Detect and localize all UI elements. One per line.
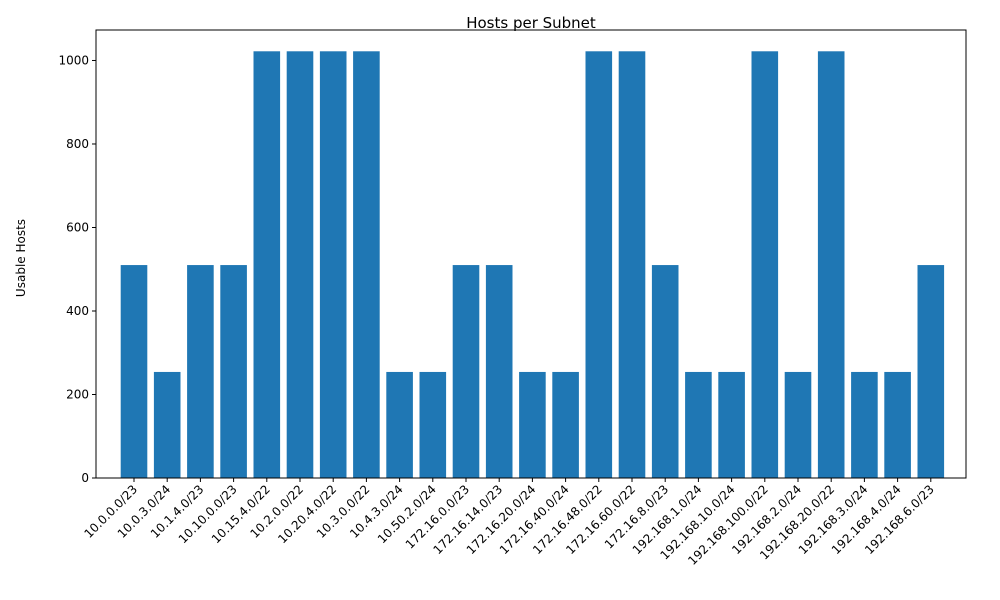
- bar-series: [120, 51, 945, 478]
- y-tick-label: 400: [66, 304, 89, 318]
- chart-title: Hosts per Subnet: [466, 14, 596, 32]
- bar-8: [386, 371, 413, 478]
- bar-6: [319, 51, 347, 478]
- x-axis-ticks: 10.0.0.0/2310.0.3.0/2410.1.4.0/2310.10.0…: [81, 478, 937, 568]
- bar-3: [220, 265, 247, 478]
- bar-4: [253, 51, 281, 478]
- bar-11: [485, 265, 513, 478]
- bar-9: [419, 371, 447, 478]
- bar-12: [519, 371, 546, 478]
- bar-23: [884, 371, 911, 478]
- bar-0: [120, 265, 148, 478]
- bar-17: [685, 371, 712, 478]
- bar-1: [153, 371, 181, 478]
- bar-5: [286, 51, 314, 478]
- bar-2: [187, 265, 214, 478]
- bar-14: [585, 51, 613, 478]
- y-tick-label: 800: [66, 137, 89, 151]
- bar-13: [552, 371, 579, 478]
- y-tick-label: 0: [81, 471, 89, 485]
- bar-21: [817, 51, 845, 478]
- bar-20: [784, 371, 812, 478]
- plot-frame: [95, 29, 967, 479]
- bar-7: [353, 51, 380, 478]
- bar-24: [917, 265, 945, 478]
- bar-16: [651, 265, 679, 478]
- bar-15: [618, 51, 646, 478]
- bar-18: [718, 371, 745, 478]
- bar-19: [751, 51, 779, 478]
- y-tick-label: 600: [66, 220, 89, 234]
- bar-10: [452, 265, 480, 478]
- bar-22: [851, 371, 878, 478]
- y-tick-label: 1000: [58, 53, 89, 67]
- y-axis-label: Usable Hosts: [14, 219, 28, 297]
- y-tick-label: 200: [66, 387, 89, 401]
- y-axis-ticks: 0 200 400 600 800 1000: [58, 53, 96, 485]
